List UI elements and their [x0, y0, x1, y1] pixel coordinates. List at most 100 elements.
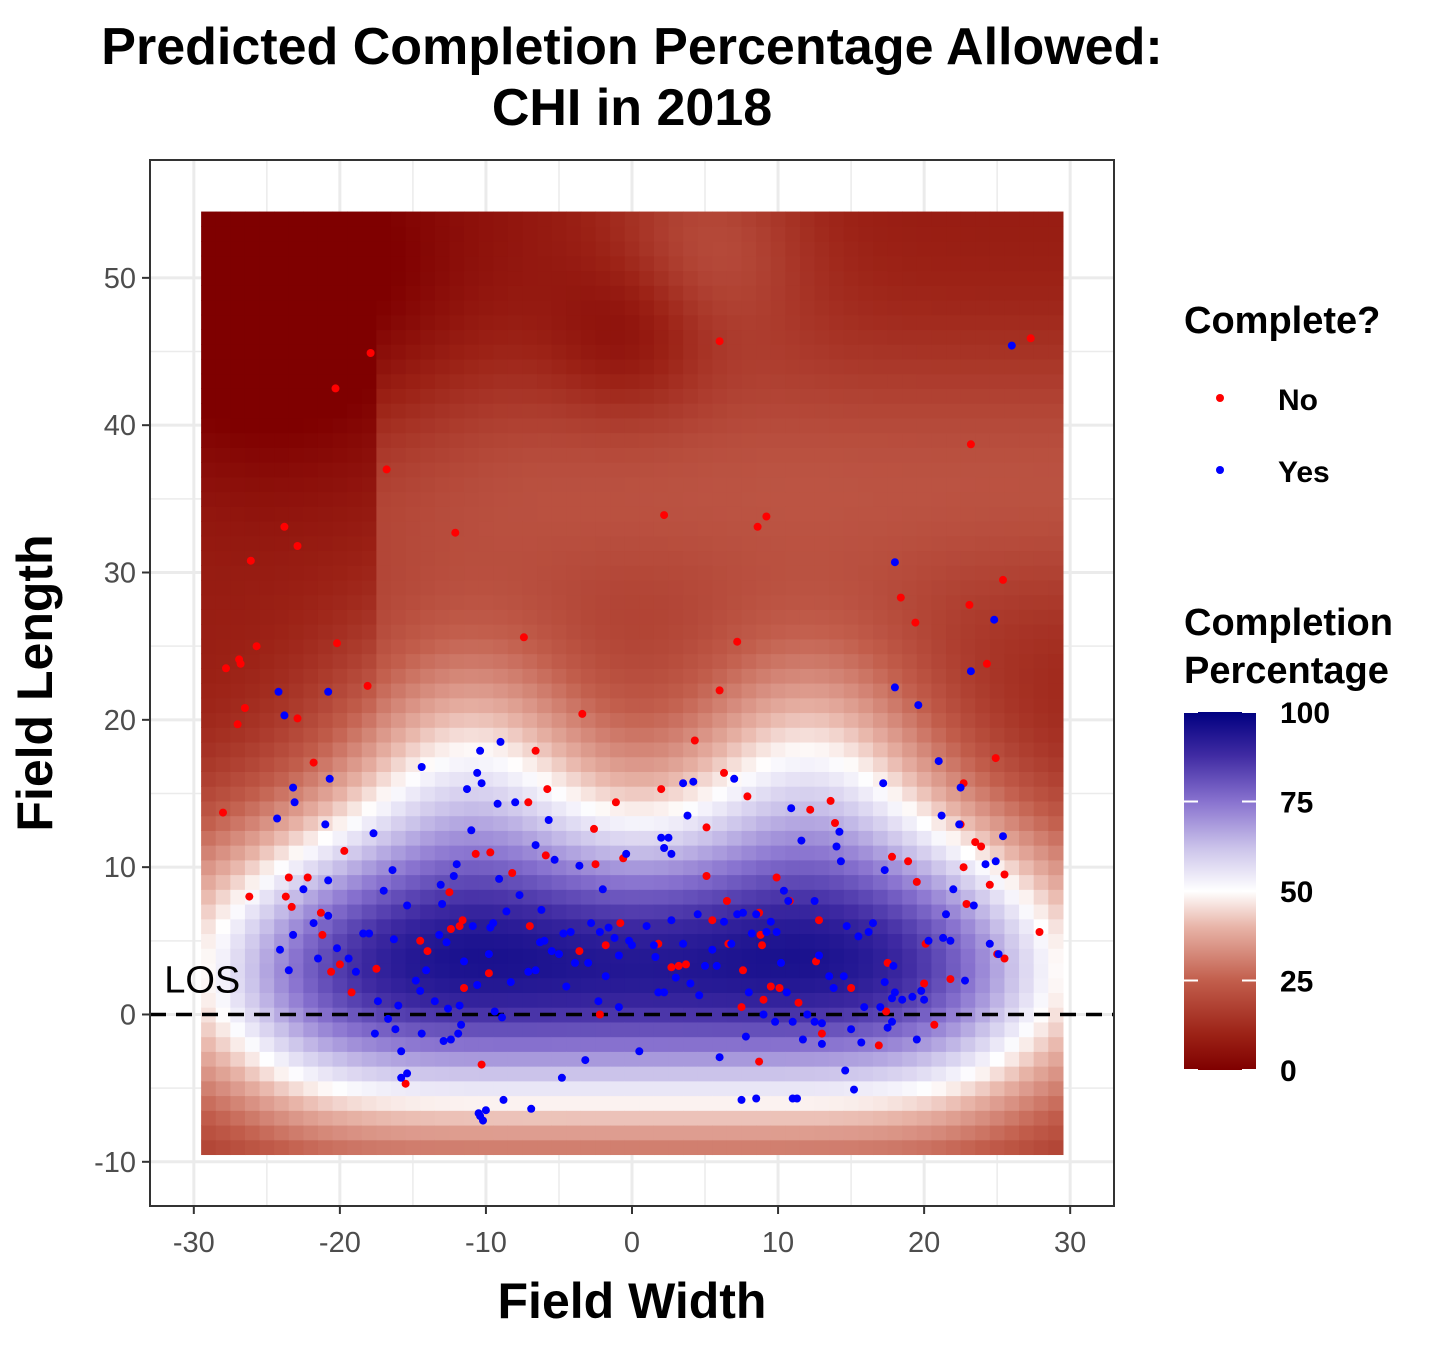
heatmap-tile [566, 299, 582, 316]
heatmap-tile [624, 506, 640, 522]
heatmap-tile [931, 565, 947, 581]
heatmap-tile [244, 697, 261, 714]
heatmap-tile [537, 579, 553, 596]
heatmap-tile [799, 255, 816, 272]
heatmap-tile [274, 741, 290, 758]
heatmap-tile [215, 506, 231, 522]
heatmap-tile [683, 520, 699, 537]
heatmap-tile [391, 609, 407, 625]
heatmap-tile [580, 1036, 597, 1052]
heatmap-tile [566, 1110, 582, 1126]
heatmap-tile [507, 226, 524, 242]
heatmap-tile [434, 771, 451, 787]
heatmap-tile [989, 933, 1006, 949]
heatmap-tile [420, 270, 436, 286]
heatmap-tile [376, 859, 392, 876]
heatmap-tile [376, 609, 392, 625]
heatmap-tile [712, 1036, 728, 1052]
heatmap-tile [975, 638, 991, 655]
heatmap-tile [551, 903, 567, 920]
heatmap-tile [814, 241, 830, 257]
heatmap-tile [726, 535, 743, 552]
heatmap-tile [507, 830, 524, 846]
heatmap-tile [551, 358, 567, 375]
heatmap-tile [420, 1051, 436, 1067]
heatmap-tile [317, 845, 334, 861]
point-no [817, 1029, 826, 1038]
heatmap-tile [858, 653, 874, 669]
heatmap-tile [960, 712, 976, 728]
heatmap-tile [434, 565, 451, 581]
heatmap-tile [391, 550, 407, 566]
heatmap-tile [434, 609, 451, 625]
heatmap-tile [332, 417, 348, 434]
heatmap-tile [975, 594, 991, 610]
heatmap-tile [843, 756, 859, 772]
heatmap-tile [391, 329, 407, 345]
heatmap-tile [697, 314, 713, 331]
heatmap-tile [829, 314, 845, 331]
heatmap-tile [537, 255, 553, 272]
point-yes [741, 1032, 750, 1041]
heatmap-tile [449, 800, 465, 817]
heatmap-tile [741, 373, 757, 389]
heatmap-tile [639, 815, 655, 831]
heatmap-tile [580, 417, 597, 434]
heatmap-tile [317, 697, 334, 714]
heatmap-tile [1033, 815, 1049, 831]
heatmap-tile [814, 506, 830, 522]
heatmap-tile [303, 565, 319, 581]
heatmap-tile [303, 1110, 319, 1126]
heatmap-tile [580, 329, 597, 345]
heatmap-tile [580, 1066, 597, 1082]
heatmap-tile [215, 270, 231, 286]
heatmap-tile [829, 211, 845, 227]
heatmap-tile [902, 270, 918, 286]
heatmap-tile [887, 948, 903, 964]
heatmap-tile [522, 786, 538, 802]
heatmap-tile [697, 403, 713, 419]
heatmap-tile [843, 211, 859, 227]
heatmap-tile [931, 1036, 947, 1052]
heatmap-tile [1033, 845, 1049, 861]
point-no [531, 746, 540, 755]
heatmap-tile [756, 756, 772, 772]
heatmap-tile [303, 388, 319, 404]
heatmap-tile [464, 624, 480, 640]
heatmap-tile [332, 992, 348, 1008]
heatmap-tile [814, 727, 830, 743]
heatmap-tile [960, 918, 976, 935]
heatmap-tile [259, 830, 275, 846]
heatmap-tile [697, 226, 713, 242]
heatmap-tile [931, 447, 947, 463]
point-no [575, 947, 584, 956]
heatmap-tile [726, 697, 743, 714]
heatmap-tile [391, 697, 407, 714]
heatmap-tile [317, 417, 334, 434]
heatmap-tile [376, 845, 392, 861]
heatmap-tile [215, 241, 231, 257]
heatmap-tile [756, 535, 772, 552]
heatmap-tile [624, 579, 640, 596]
heatmap-tile [989, 1066, 1006, 1082]
heatmap-tile [668, 270, 684, 286]
heatmap-tile [1033, 1095, 1049, 1111]
heatmap-tile [361, 565, 377, 581]
heatmap-tile [551, 285, 567, 301]
heatmap-tile [931, 786, 947, 802]
heatmap-tile [829, 1124, 845, 1141]
heatmap-tile [347, 211, 363, 227]
point-yes [880, 866, 889, 875]
heatmap-tile [434, 697, 451, 714]
heatmap-tile [858, 859, 874, 876]
heatmap-tile [902, 403, 918, 419]
heatmap-tile [420, 1007, 436, 1023]
heatmap-tile [434, 299, 451, 316]
heatmap-tile [376, 727, 392, 743]
heatmap-tile [814, 638, 830, 655]
heatmap-tile [580, 1110, 597, 1126]
heatmap-tile [975, 491, 991, 507]
heatmap-tile [639, 1095, 655, 1111]
heatmap-tile [332, 815, 348, 831]
heatmap-tile [960, 314, 976, 331]
